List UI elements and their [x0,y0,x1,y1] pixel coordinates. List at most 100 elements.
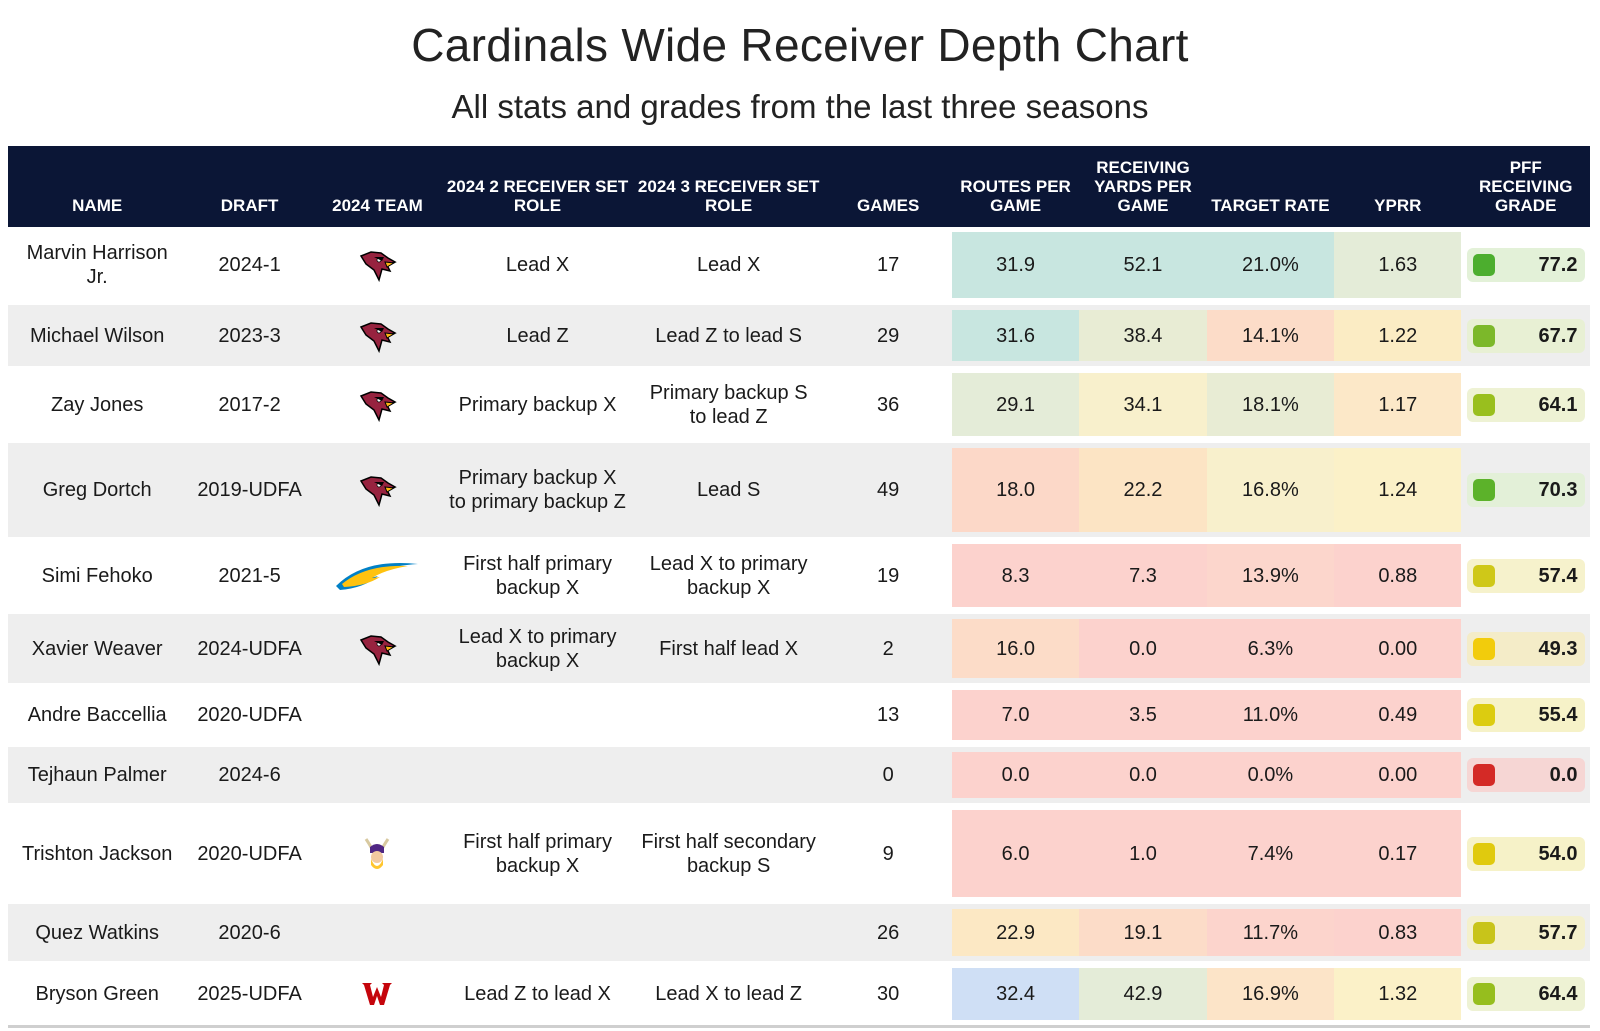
routes-per-game-value-cell: 31.6 [951,304,1080,368]
yprr-value-cell: 1.17 [1334,367,1462,443]
grade-cell: 67.7 [1461,304,1590,368]
grade-cell: 64.4 [1461,962,1590,1028]
target-rate-value: 11.0% [1206,690,1335,740]
yards-per-game-value-cell: 42.9 [1079,962,1207,1028]
table-row: Simi Fehoko 2021-5 First half primary back… [8,538,1590,614]
table-row: Greg Dortch 2019-UDFA Primary backup X to … [8,442,1590,539]
yprr-value: 1.17 [1334,373,1462,436]
yprr-value: 0.00 [1334,752,1462,798]
team-cell [312,442,443,539]
routes-per-game-value: 29.1 [951,373,1080,436]
grade-badge: 57.7 [1467,915,1586,950]
team-cell [312,613,443,685]
column-header-draft: DRAFT [220,196,279,215]
target-rate-value-cell: 11.0% [1206,684,1335,747]
routes-per-game-value: 16.0 [951,619,1080,678]
team-cell [312,903,443,963]
player-name: Andre Baccellia [8,684,187,747]
player-name: Michael Wilson [8,304,187,368]
grade-cell: 77.2 [1461,227,1590,305]
yards-per-game-value: 38.4 [1079,310,1207,361]
routes-per-game-value-cell: 31.9 [951,227,1080,305]
games-value: 9 [824,804,952,904]
yards-per-game-value-cell: 52.1 [1079,227,1207,305]
cardinals-logo-icon [360,634,398,666]
games-value: 49 [824,442,952,539]
grade-color-indicator [1473,704,1496,726]
draft-pick: 2023-3 [186,304,313,368]
yards-per-game-value: 52.1 [1079,232,1207,298]
routes-per-game-value-cell: 6.0 [951,804,1080,904]
grade-value: 64.1 [1538,393,1578,416]
games-value: 29 [824,304,952,368]
grade-color-indicator [1473,637,1496,660]
routes-per-game-value-cell: 22.9 [951,903,1080,963]
grade-color-indicator [1473,393,1496,416]
team-cell [312,684,443,747]
routes-per-game-value: 31.6 [951,310,1080,361]
games-value: 0 [824,746,952,805]
two-receiver-role [442,903,633,963]
chart-title: Cardinals Wide Receiver Depth Chart [411,19,1189,71]
grade-value: 49.3 [1538,637,1578,660]
target-rate-value: 14.1% [1206,310,1335,361]
yards-per-game-value: 22.2 [1079,448,1207,532]
grade-badge: 67.7 [1467,318,1586,353]
yprr-value-cell: 1.32 [1334,962,1462,1028]
depth-chart-table: NAME DRAFT 2024 TEAM 2024 2 RECEIVER SET RO… [8,146,1590,1028]
grade-cell: 55.4 [1461,684,1590,747]
player-name: Bryson Green [8,962,187,1028]
draft-pick: 2024-1 [186,227,313,305]
grade-value: 57.4 [1538,564,1578,587]
target-rate-value-cell: 11.7% [1206,903,1335,963]
yprr-value: 0.00 [1334,619,1462,678]
grade-cell: 49.3 [1461,613,1590,685]
grade-badge: 54.0 [1467,836,1586,871]
yprr-value-cell: 0.83 [1334,903,1462,963]
vikings-logo-icon [365,837,390,869]
column-header-role2: 2024 2 RECEIVER SET ROLE [446,177,629,215]
yards-per-game-value: 7.3 [1079,544,1207,607]
table-row: Trishton Jackson 2020-UDFA First half prim… [8,804,1590,904]
three-receiver-role: First half secondary backup S [632,804,825,904]
two-receiver-role: First half primary backup X [442,804,633,904]
table-row: Tejhaun Palmer 2024-6 0 0.0 0.0 0.0% 0.00 0.0 [8,746,1590,805]
team-cell [312,367,443,443]
team-cell [312,227,443,305]
chargers-logo-icon [336,562,419,590]
games-value: 30 [824,962,952,1028]
grade-cell: 0.0 [1461,746,1590,805]
column-header-routes: ROUTES PER GAME [960,177,1071,215]
yprr-value: 1.63 [1334,232,1462,298]
yprr-value-cell: 0.00 [1334,746,1462,805]
table-row: Quez Watkins 2020-6 26 22.9 19.1 11.7% 0.83 57.… [8,903,1590,963]
player-name: Zay Jones [8,367,187,443]
grade-color-indicator [1473,564,1496,587]
cardinals-logo-icon [360,390,398,422]
yprr-value: 0.88 [1334,544,1462,607]
routes-per-game-value-cell: 7.0 [951,684,1080,747]
yprr-value-cell: 0.00 [1334,613,1462,685]
team-cell [312,746,443,805]
grade-cell: 57.4 [1461,538,1590,614]
two-receiver-role: Primary backup X to primary backup Z [442,442,633,539]
yprr-value: 1.24 [1334,448,1462,532]
yards-per-game-value: 19.1 [1079,909,1207,956]
cardinals-logo-icon [360,251,398,282]
yards-per-game-value-cell: 0.0 [1079,746,1207,805]
target-rate-value: 6.3% [1206,619,1335,678]
routes-per-game-value-cell: 16.0 [951,613,1080,685]
player-name: Greg Dortch [8,442,187,539]
grade-badge: 70.3 [1467,473,1586,507]
yards-per-game-value-cell: 19.1 [1079,903,1207,963]
three-receiver-role: Lead Z to lead S [632,304,825,368]
target-rate-value-cell: 13.9% [1206,538,1335,614]
grade-value: 0.0 [1549,764,1578,786]
column-header-team: 2024 TEAM [332,196,423,215]
target-rate-value: 18.1% [1206,373,1335,436]
yprr-value-cell: 1.22 [1334,304,1462,368]
yards-per-game-value-cell: 3.5 [1079,684,1207,747]
grade-badge: 55.4 [1467,698,1586,732]
grade-value: 77.2 [1538,254,1578,276]
routes-per-game-value: 6.0 [951,810,1080,897]
